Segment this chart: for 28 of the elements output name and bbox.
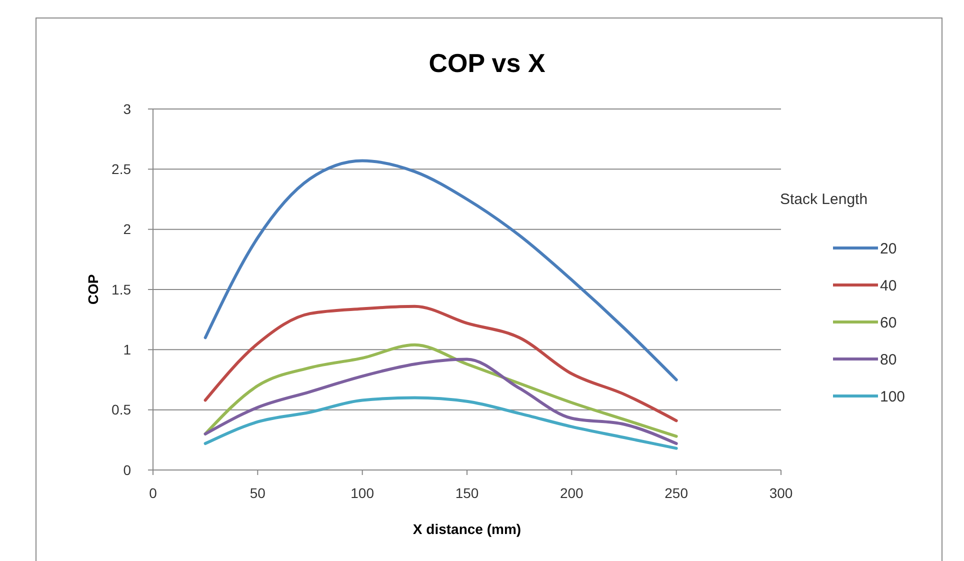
x-tick-label: 300 xyxy=(769,485,793,501)
line-series xyxy=(204,304,678,422)
x-axis-title: X distance (mm) xyxy=(412,521,522,537)
y-tick-label: 2 xyxy=(123,221,132,238)
y-tick-label: 1 xyxy=(123,342,132,358)
line-series xyxy=(204,343,678,438)
x-tick-label: 200 xyxy=(560,485,584,501)
y-axis-title: COP xyxy=(85,274,101,305)
legend-label: 20 xyxy=(880,240,897,258)
y-tick-label: 0 xyxy=(123,462,132,478)
y-tick-label: 3 xyxy=(123,100,132,117)
y-tick-label: 2.5 xyxy=(112,161,132,178)
legend-label: 40 xyxy=(880,277,897,294)
line-series xyxy=(204,396,678,450)
chart-title: COP vs X xyxy=(428,48,546,78)
legend-label: 60 xyxy=(880,314,897,332)
y-tick-label: 1.5 xyxy=(112,281,132,298)
y-tick-label: 0.5 xyxy=(112,402,132,418)
x-tick-label: 250 xyxy=(664,485,688,501)
line-series xyxy=(204,159,678,382)
legend-label: 80 xyxy=(880,351,897,368)
legend-label: 100 xyxy=(880,388,906,406)
x-tick-label: 150 xyxy=(455,485,479,501)
line-series xyxy=(204,358,678,446)
legend-title: Stack Length xyxy=(780,191,868,208)
x-tick-label: 50 xyxy=(250,485,266,501)
x-tick-label: 100 xyxy=(350,485,374,501)
x-tick-label: 0 xyxy=(149,485,158,501)
